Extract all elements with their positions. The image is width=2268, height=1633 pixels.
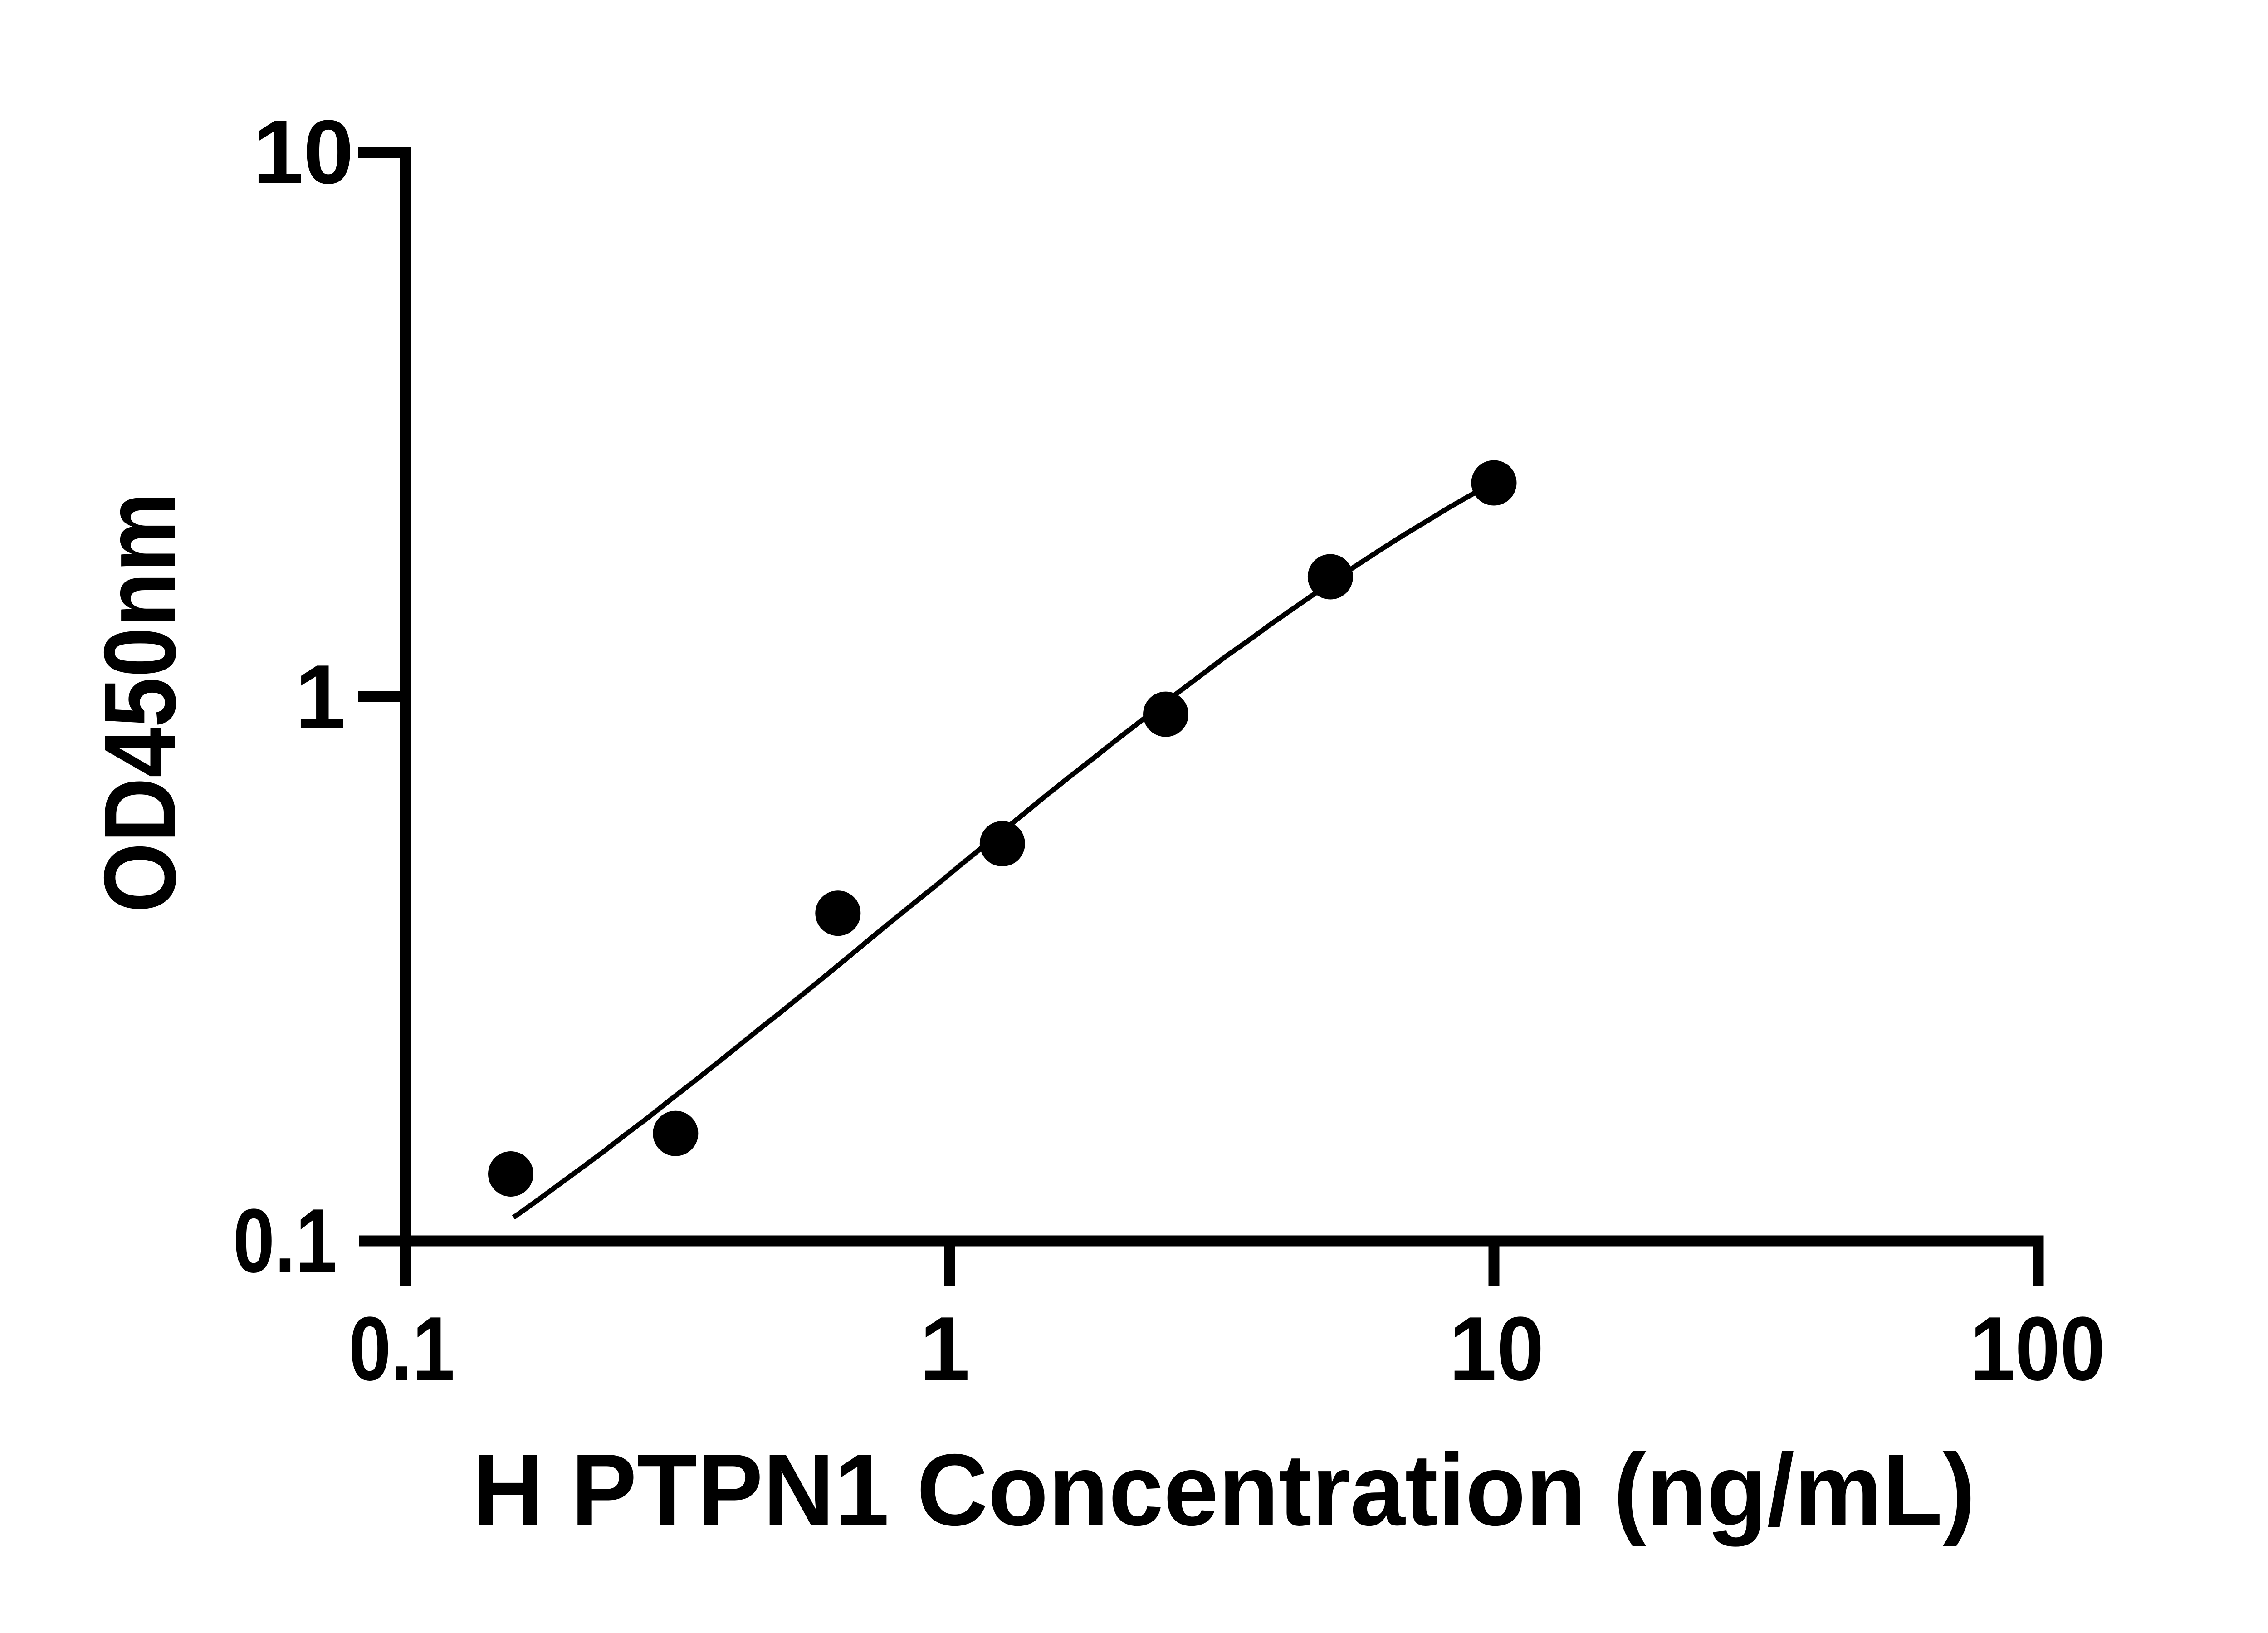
svg-text:OD450nm: OD450nm (83, 492, 197, 913)
svg-text:1: 1 (919, 1298, 970, 1399)
svg-text:100: 100 (1970, 1298, 2105, 1399)
svg-text:1: 1 (295, 646, 345, 748)
svg-text:H PTPN1 Concentration (ng/mL): H PTPN1 Concentration (ng/mL) (472, 1433, 1975, 1547)
svg-text:0.1: 0.1 (233, 1190, 337, 1291)
svg-text:0.1: 0.1 (349, 1298, 455, 1399)
svg-text:10: 10 (1449, 1298, 1544, 1399)
svg-text:10: 10 (253, 102, 353, 203)
